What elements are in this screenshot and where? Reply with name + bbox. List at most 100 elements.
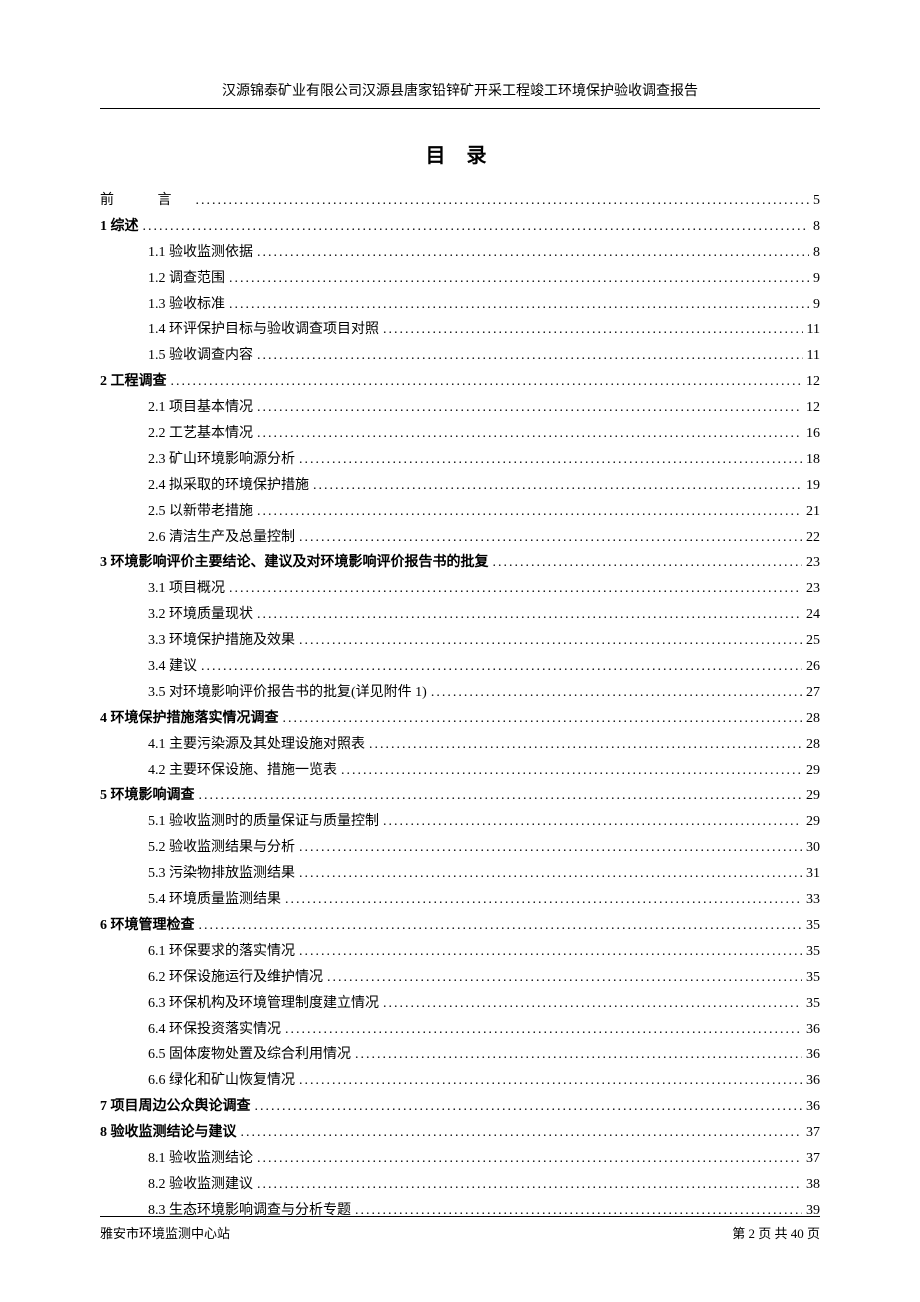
toc-dots: [257, 499, 802, 525]
toc-entry: 8 验收监测结论与建议 37: [100, 1120, 820, 1146]
toc-dots: [257, 395, 802, 421]
toc-entry: 5.1 验收监测时的质量保证与质量控制29: [100, 809, 820, 835]
toc-label: 3.4 建议: [148, 654, 197, 680]
toc-entry: 3.5 对环境影响评价报告书的批复(详见附件 1) 27: [100, 680, 820, 706]
toc-label: 6.1 环保要求的落实情况: [148, 939, 295, 965]
toc-page-number: 29: [806, 783, 820, 809]
toc-page-number: 35: [806, 965, 820, 991]
toc-dots: [341, 758, 802, 784]
toc-label: 8 验收监测结论与建议: [100, 1120, 237, 1146]
toc-label: 6.3 环保机构及环境管理制度建立情况: [148, 991, 379, 1017]
toc-dots: [383, 991, 802, 1017]
toc-dots: [327, 965, 802, 991]
toc-entry: 6.2 环保设施运行及维护情况 35: [100, 965, 820, 991]
toc-entry: 2.6 清洁生产及总量控制22: [100, 525, 820, 551]
toc-label: 6 环境管理检查: [100, 913, 195, 939]
toc-dots: [283, 706, 803, 732]
toc-page-number: 29: [806, 809, 820, 835]
toc-label: 4.1 主要污染源及其处理设施对照表: [148, 732, 365, 758]
toc-label: 5.2 验收监测结果与分析: [148, 835, 295, 861]
toc-entry: 8.2 验收监测建议 38: [100, 1172, 820, 1198]
toc-page-number: 36: [806, 1068, 820, 1094]
toc-label: 7 项目周边公众舆论调查: [100, 1094, 251, 1120]
toc-page-number: 35: [806, 991, 820, 1017]
toc-label: 3 环境影响评价主要结论、建议及对环境影响评价报告书的批复: [100, 550, 489, 576]
toc-page-number: 18: [806, 447, 820, 473]
toc-entry: 5.3 污染物排放监测结果31: [100, 861, 820, 887]
toc-page-number: 36: [806, 1017, 820, 1043]
document-page: 汉源锦泰矿业有限公司汉源县唐家铅锌矿开采工程竣工环境保护验收调查报告 目 录 前…: [0, 0, 920, 1302]
toc-label: 4.2 主要环保设施、措施一览表: [148, 758, 337, 784]
toc-label: 6.2 环保设施运行及维护情况: [148, 965, 323, 991]
toc-page-number: 28: [806, 732, 820, 758]
toc-dots: [299, 447, 802, 473]
toc-dots: [257, 240, 809, 266]
toc-entry: 8.1 验收监测结论37: [100, 1146, 820, 1172]
toc-dots: [355, 1042, 802, 1068]
toc-page-number: 5: [813, 188, 820, 214]
toc-dots: [299, 628, 802, 654]
toc-label: 3.1 项目概况: [148, 576, 225, 602]
toc-label: 2.3 矿山环境影响源分析: [148, 447, 295, 473]
toc-page-number: 12: [806, 395, 820, 421]
toc-page-number: 27: [806, 680, 820, 706]
toc-page-number: 37: [806, 1120, 820, 1146]
toc-dots: [299, 861, 802, 887]
toc-entry: 1.1 验收监测依据8: [100, 240, 820, 266]
toc-label: 6.6 绿化和矿山恢复情况: [148, 1068, 295, 1094]
toc-entry: 7 项目周边公众舆论调查36: [100, 1094, 820, 1120]
toc-page-number: 24: [806, 602, 820, 628]
toc-entry: 4.1 主要污染源及其处理设施对照表 28: [100, 732, 820, 758]
toc-label: 3.2 环境质量现状: [148, 602, 253, 628]
toc-label: 2.1 项目基本情况: [148, 395, 253, 421]
toc-page-number: 29: [806, 758, 820, 784]
toc-label: 8.2 验收监测建议: [148, 1172, 253, 1198]
toc-dots: [229, 576, 802, 602]
toc-page-number: 38: [806, 1172, 820, 1198]
toc-entry: 5.4 环境质量监测结果33: [100, 887, 820, 913]
toc-entry: 5.2 验收监测结果与分析30: [100, 835, 820, 861]
toc-page-number: 36: [806, 1042, 820, 1068]
toc-dots: [285, 887, 802, 913]
toc-page-number: 23: [806, 576, 820, 602]
toc-label: 2 工程调查: [100, 369, 167, 395]
toc-label: 3.5 对环境影响评价报告书的批复(详见附件 1): [148, 680, 427, 706]
toc-label: 2.5 以新带老措施: [148, 499, 253, 525]
toc-page-number: 9: [813, 292, 820, 318]
toc-dots: [257, 343, 803, 369]
toc-entry: 2.2 工艺基本情况16: [100, 421, 820, 447]
toc-dots: [313, 473, 802, 499]
toc-dots: [257, 1146, 802, 1172]
toc-entry: 2 工程调查12: [100, 369, 820, 395]
toc-entry: 6.3 环保机构及环境管理制度建立情况 35: [100, 991, 820, 1017]
table-of-contents: 前 言51 综述81.1 验收监测依据81.2 调查范围91.3 验收标准91.…: [100, 188, 820, 1224]
page-footer: 雅安市环境监测中心站 第 2 页 共 40 页: [100, 1216, 820, 1242]
toc-page-number: 28: [806, 706, 820, 732]
toc-page-number: 35: [806, 913, 820, 939]
toc-dots: [199, 783, 803, 809]
toc-entry: 3 环境影响评价主要结论、建议及对环境影响评价报告书的批复 23: [100, 550, 820, 576]
toc-entry: 2.5 以新带老措施21: [100, 499, 820, 525]
footer-left: 雅安市环境监测中心站: [100, 1223, 230, 1242]
toc-label: 2.2 工艺基本情况: [148, 421, 253, 447]
toc-dots: [431, 680, 802, 706]
toc-entry: 6.6 绿化和矿山恢复情况 36: [100, 1068, 820, 1094]
toc-page-number: 23: [806, 550, 820, 576]
toc-entry: 1.3 验收标准 9: [100, 292, 820, 318]
toc-dots: [143, 214, 810, 240]
toc-label: 1.4 环评保护目标与验收调查项目对照: [148, 317, 379, 343]
toc-page-number: 11: [807, 343, 820, 369]
toc-entry: 3.1 项目概况 23: [100, 576, 820, 602]
toc-entry: 6.1 环保要求的落实情况35: [100, 939, 820, 965]
toc-label: 1.3 验收标准: [148, 292, 225, 318]
toc-label: 2.4 拟采取的环境保护措施: [148, 473, 309, 499]
toc-page-number: 11: [807, 317, 820, 343]
toc-dots: [299, 835, 802, 861]
toc-dots: [299, 525, 802, 551]
toc-entry: 3.2 环境质量现状 24: [100, 602, 820, 628]
page-header: 汉源锦泰矿业有限公司汉源县唐家铅锌矿开采工程竣工环境保护验收调查报告: [100, 80, 820, 109]
toc-entry: 4 环境保护措施落实情况调查28: [100, 706, 820, 732]
toc-dots: [255, 1094, 803, 1120]
toc-label: 1.2 调查范围: [148, 266, 225, 292]
toc-entry: 1.2 调查范围9: [100, 266, 820, 292]
